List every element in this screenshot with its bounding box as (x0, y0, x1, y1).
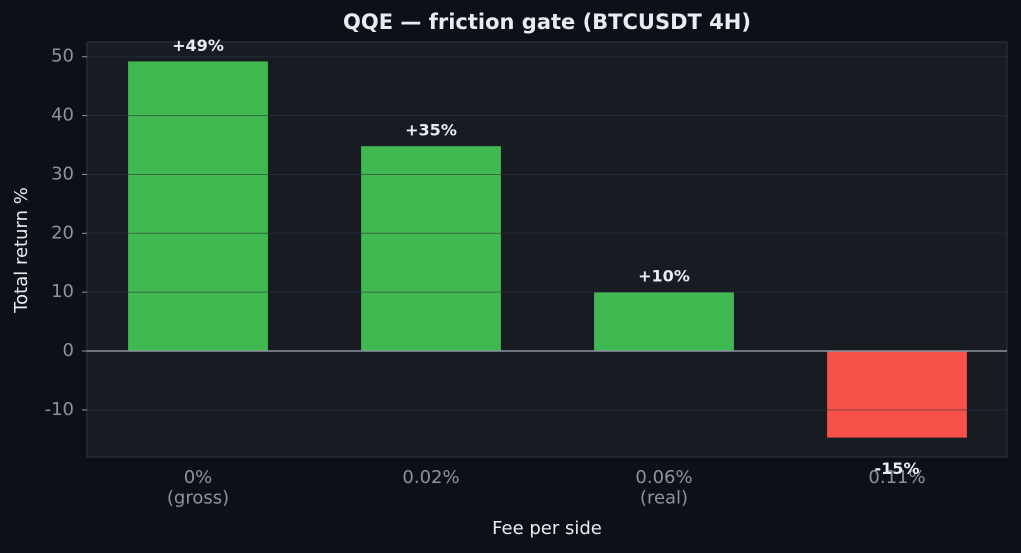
bar (594, 292, 734, 352)
value-label: +35% (405, 121, 457, 140)
y-tick-label: 40 (51, 105, 74, 126)
x-tick-label: 0.11% (868, 467, 925, 488)
x-tick-label: 0.06% (real) (635, 467, 692, 509)
x-axis-label: Fee per side (492, 518, 602, 539)
value-label: +10% (638, 267, 690, 286)
y-tick-label: 30 (51, 163, 74, 184)
value-label: +49% (172, 36, 224, 55)
value-label: -15% (875, 459, 920, 478)
y-tick-label: 10 (51, 281, 74, 302)
bar (827, 351, 967, 438)
chart-title: QQE — friction gate (BTCUSDT 4H) (343, 10, 751, 34)
x-tick-label: 0% (gross) (167, 467, 229, 509)
bar (361, 146, 501, 352)
y-axis-label: Total return % (11, 187, 32, 314)
x-tick-label: 0.02% (402, 467, 459, 488)
y-tick-label: -10 (45, 399, 74, 420)
y-tick-label: 20 (51, 222, 74, 243)
bar (128, 61, 268, 352)
y-tick-label: 50 (51, 46, 74, 67)
y-tick-label: 0 (63, 340, 74, 361)
